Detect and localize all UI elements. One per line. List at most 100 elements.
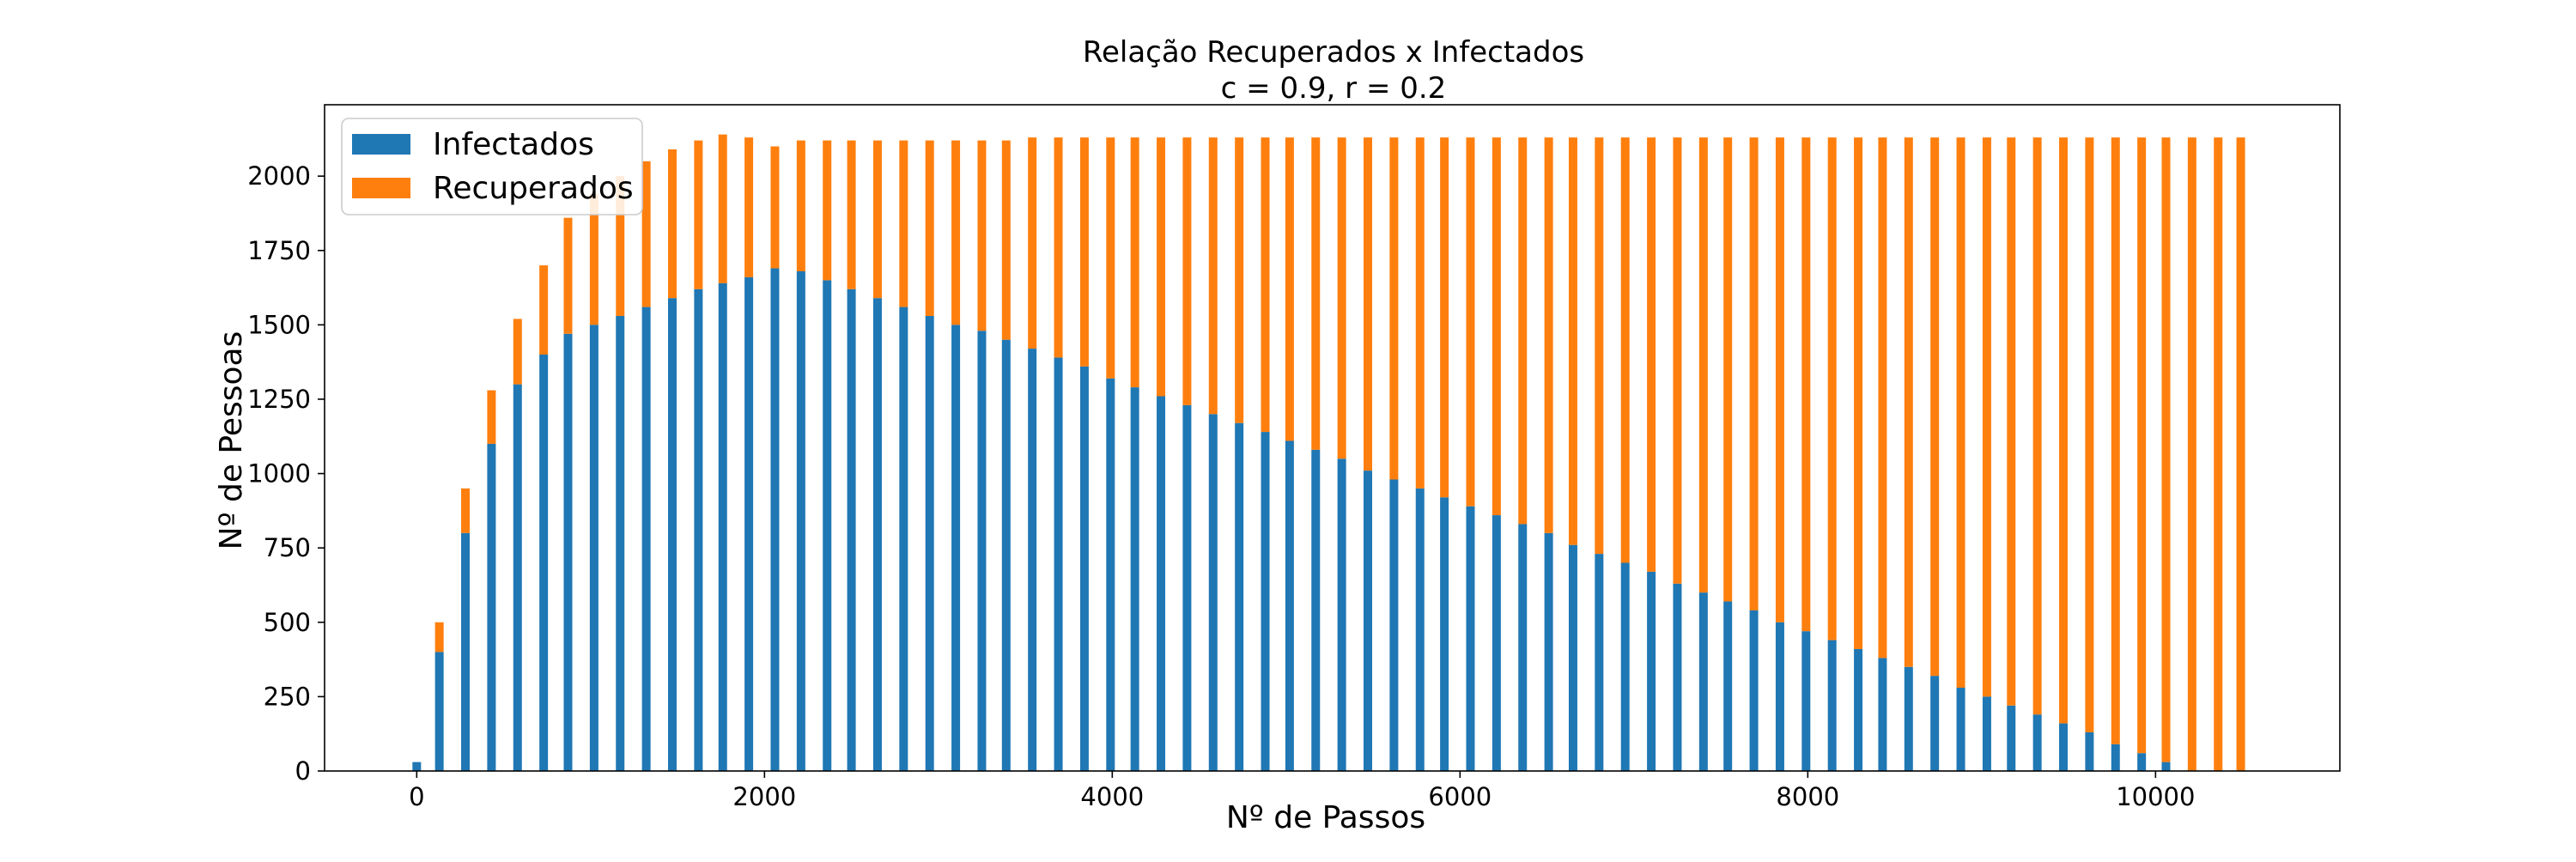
- bar-recuperados: [539, 265, 549, 355]
- bar-infectados: [796, 271, 805, 771]
- bar-infectados: [1130, 387, 1139, 771]
- bar-infectados: [1054, 357, 1063, 771]
- bar-infectados: [539, 355, 549, 771]
- legend-box: [341, 118, 643, 216]
- bar-infectados: [1620, 562, 1630, 771]
- bar-recuperados: [1904, 137, 1913, 667]
- bar-recuperados: [1749, 137, 1759, 610]
- bar-infectados: [616, 315, 625, 771]
- bar-recuperados: [1568, 137, 1577, 545]
- bar-infectados: [770, 268, 780, 771]
- x-tick-label: 8000: [1776, 782, 1839, 811]
- bar-infectados: [744, 276, 754, 771]
- bar-infectados: [1492, 515, 1501, 771]
- x-tick-label: 0: [409, 782, 424, 811]
- bar-infectados: [1595, 554, 1604, 771]
- bar-recuperados: [589, 193, 598, 325]
- bar-recuperados: [563, 217, 573, 334]
- bar-infectados: [461, 532, 471, 771]
- bar-recuperados: [1182, 137, 1192, 405]
- bar-infectados: [513, 384, 522, 771]
- bar-infectados: [694, 288, 703, 771]
- bar-recuperados: [2007, 137, 2016, 706]
- bar-infectados: [1440, 497, 1449, 771]
- bar-infectados: [434, 652, 444, 771]
- bar-recuperados: [796, 140, 805, 271]
- bar-infectados: [2111, 744, 2120, 771]
- bar-infectados: [1028, 349, 1037, 771]
- bar-infectados: [1415, 488, 1425, 771]
- bar-recuperados: [1415, 137, 1425, 489]
- legend-swatch-infectados: [352, 134, 410, 155]
- bar-recuperados: [1079, 137, 1089, 367]
- bar-recuperados: [2187, 137, 2196, 771]
- y-tick-label: 1750: [247, 236, 311, 265]
- bar-recuperados: [616, 176, 625, 316]
- bar-recuperados: [1673, 137, 1682, 584]
- bar-infectados: [1775, 622, 1784, 771]
- y-tick-label: 750: [264, 533, 311, 562]
- legend-label-recuperados: Recuperados: [433, 171, 634, 206]
- bar-recuperados: [513, 319, 522, 385]
- bar-recuperados: [1930, 137, 1940, 677]
- bar-infectados: [823, 280, 832, 772]
- bar-recuperados: [1157, 137, 1166, 397]
- bar-recuperados: [1544, 137, 1553, 533]
- bar-infectados: [589, 325, 598, 771]
- bar-infectados: [2161, 762, 2171, 771]
- bar-infectados: [899, 307, 908, 772]
- bar-recuperados: [1054, 137, 1063, 358]
- bar-recuperados: [847, 140, 856, 289]
- bar-recuperados: [461, 488, 471, 533]
- bar-recuperados: [1001, 140, 1011, 340]
- bar-infectados: [1337, 458, 1346, 771]
- bar-recuperados: [925, 140, 934, 316]
- bar-infectados: [1982, 696, 1991, 771]
- bar-infectados: [1079, 366, 1089, 771]
- bar-infectados: [2137, 753, 2147, 771]
- bar-infectados: [1106, 378, 1115, 771]
- bar-recuperados: [2137, 137, 2147, 754]
- bar-recuperados: [899, 140, 908, 307]
- y-tick-label: 250: [264, 682, 311, 711]
- bar-infectados: [1311, 449, 1321, 771]
- bar-infectados: [1518, 524, 1528, 771]
- bar-infectados: [1930, 676, 1940, 771]
- bar-recuperados: [2085, 137, 2094, 732]
- bar-recuperados: [1647, 137, 1656, 572]
- bar-recuperados: [1492, 137, 1501, 516]
- bar-infectados: [1285, 440, 1294, 771]
- bar-infectados: [847, 288, 856, 771]
- plot-frame: [324, 104, 2341, 772]
- bar-infectados: [977, 331, 987, 771]
- bar-infectados: [412, 762, 422, 771]
- x-tick-label: 2000: [732, 782, 796, 811]
- y-tick-label: 0: [295, 756, 311, 786]
- bar-recuperados: [2161, 137, 2171, 762]
- y-tick-label: 500: [264, 608, 311, 637]
- legend: Infectados Recuperados: [341, 118, 643, 216]
- bar-infectados: [1854, 648, 1863, 771]
- bar-recuperados: [744, 137, 754, 277]
- bar-infectados: [1801, 631, 1811, 771]
- bar-recuperados: [2059, 137, 2069, 724]
- bar-recuperados: [1337, 137, 1346, 459]
- bar-infectados: [1647, 571, 1656, 771]
- bar-recuperados: [1854, 137, 1863, 649]
- bar-recuperados: [694, 140, 703, 289]
- bar-recuperados: [1285, 137, 1294, 441]
- x-tick-label: 10000: [2116, 782, 2195, 811]
- bar-infectados: [951, 325, 961, 771]
- bar-recuperados: [1261, 137, 1270, 433]
- bar-recuperados: [487, 390, 496, 444]
- x-tick-label: 4000: [1080, 782, 1144, 811]
- bar-recuperados: [770, 146, 780, 269]
- bar-infectados: [1182, 404, 1192, 771]
- bar-recuperados: [2111, 137, 2120, 744]
- bar-recuperados: [1364, 137, 1373, 471]
- bar-recuperados: [1208, 137, 1218, 415]
- x-axis-label: Nº de Passos: [1226, 800, 1425, 835]
- bar-infectados: [1904, 666, 1913, 771]
- bar-infectados: [1364, 470, 1373, 771]
